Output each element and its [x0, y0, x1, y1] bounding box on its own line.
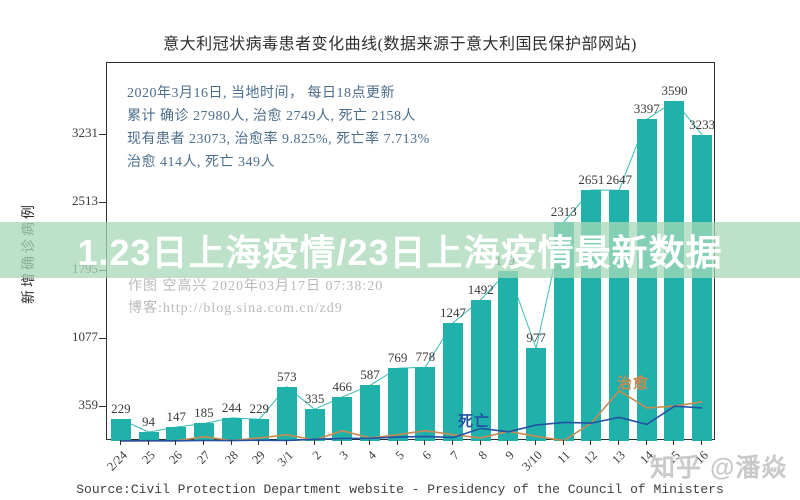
bar-value-label: 778 — [415, 349, 436, 365]
bar-6 — [415, 367, 436, 441]
bar-8 — [470, 299, 491, 441]
bar-3/10 — [526, 348, 547, 441]
bar-value-label: 229 — [249, 401, 270, 417]
ytick-mark — [99, 134, 106, 136]
ytick-359: 359 — [78, 397, 99, 412]
xtick-mark — [507, 440, 509, 445]
xtick-mark — [341, 440, 343, 445]
xtick-mark — [368, 440, 370, 445]
bar-value-label: 1247 — [440, 304, 467, 320]
bar-16 — [692, 134, 713, 441]
bar-3 — [332, 396, 353, 441]
bar-value-label: 2651 — [578, 171, 605, 187]
bar-value-label: 185 — [194, 405, 214, 421]
chart-title: 意大利冠状病毒患者变化曲线(数据来源于意大利国民保护部网站) — [163, 36, 637, 53]
xtick-mark — [452, 440, 454, 445]
bar-value-label: 2647 — [606, 172, 633, 188]
bar-value-label: 769 — [387, 350, 408, 366]
bar-4 — [359, 385, 380, 441]
bar-value-label: 244 — [221, 399, 242, 415]
xtick-mark — [701, 440, 703, 445]
annotation-line: 治愈 414人, 死亡 349人 — [127, 155, 275, 170]
bar-25 — [138, 432, 159, 441]
ytick-1077: 1077 — [72, 329, 98, 344]
source-caption: Source:Civil Protection Department websi… — [76, 482, 724, 497]
xtick-mark — [258, 440, 260, 445]
bar-value-label: 977 — [526, 330, 546, 346]
bar-value-label: 3397 — [633, 101, 660, 117]
bar-3/1 — [276, 386, 297, 441]
bar-9 — [498, 270, 519, 441]
bar-2/24 — [110, 419, 131, 441]
xtick-mark — [535, 440, 537, 445]
xtick-mark — [175, 440, 177, 445]
ytick-2513: 2513 — [72, 193, 98, 209]
cases-trend-line — [120, 100, 703, 433]
xtick-mark — [147, 440, 149, 445]
ytick-mark — [99, 202, 106, 204]
bar-value-label: 2313 — [550, 203, 577, 219]
headline-banner-overlay: 1.23日上海疫情/23日上海疫情最新数据 — [0, 222, 800, 278]
bar-29 — [249, 419, 270, 441]
xtick-mark — [202, 440, 204, 445]
bar-value-label: 3233 — [689, 116, 716, 132]
bar-value-label: 573 — [277, 368, 297, 384]
bar-2 — [304, 409, 325, 441]
headline-banner-text: 1.23日上海疫情/23日上海疫情最新数据 — [77, 232, 723, 273]
bar-14 — [636, 119, 657, 441]
xtick-mark — [285, 440, 287, 445]
bar-value-label: 587 — [360, 367, 380, 383]
ytick-3231: 3231 — [72, 125, 98, 141]
xtick-mark — [673, 440, 675, 445]
annotation-line: 现有患者 23073, 治愈率 9.825%, 死亡率 7.713% — [127, 132, 430, 147]
xtick-mark — [230, 440, 232, 445]
xtick-mark — [562, 440, 564, 445]
bar-value-label: 466 — [332, 378, 353, 394]
cured-line — [120, 389, 703, 442]
bar-5 — [387, 368, 408, 441]
xtick-mark — [645, 440, 647, 445]
bar-26 — [166, 427, 187, 441]
deaths-line — [120, 405, 703, 442]
bar-7 — [443, 322, 464, 441]
bar-28 — [221, 417, 242, 441]
cured-line-label: 治愈 — [617, 376, 650, 392]
credit-line: 作图 空高兴 2020年03月17日 07:38:20 — [128, 279, 384, 294]
ytick-mark — [99, 338, 106, 339]
trend-lines — [120, 100, 703, 442]
credit-line: 博客:http://blog.sina.com.cn/zd9 — [128, 301, 343, 316]
xtick-mark — [119, 440, 121, 445]
xtick-mark — [396, 440, 398, 445]
ytick-mark — [99, 406, 106, 407]
xtick-mark — [479, 440, 481, 445]
bar-value-label: 335 — [304, 391, 325, 407]
bar-value-label: 3590 — [661, 83, 688, 99]
deaths-line-label: 死亡 — [458, 414, 491, 430]
bar-value-label: 147 — [166, 409, 186, 425]
xtick-mark — [424, 440, 426, 445]
author-watermark: 作图 空高兴 2020年03月17日 07:38:20 博客:http://blo… — [128, 276, 383, 320]
annotation-line: 累计 确诊 27980人, 治愈 2749人, 死亡 2158人 — [127, 109, 416, 124]
xtick-mark — [313, 440, 315, 445]
xtick-mark — [618, 440, 620, 445]
stats-annotation: 2020年3月16日, 当地时间， 每日18点更新累计 确诊 27980人, 治… — [127, 82, 430, 174]
bar-value-label: 1492 — [467, 281, 494, 297]
xtick-mark — [590, 440, 592, 445]
bar-value-label: 229 — [111, 401, 131, 417]
zhihu-watermark: 知乎 @潘焱 — [650, 454, 788, 482]
bar-value-label: 94 — [142, 414, 156, 430]
annotation-line: 2020年3月16日, 当地时间， 每日18点更新 — [127, 86, 395, 101]
